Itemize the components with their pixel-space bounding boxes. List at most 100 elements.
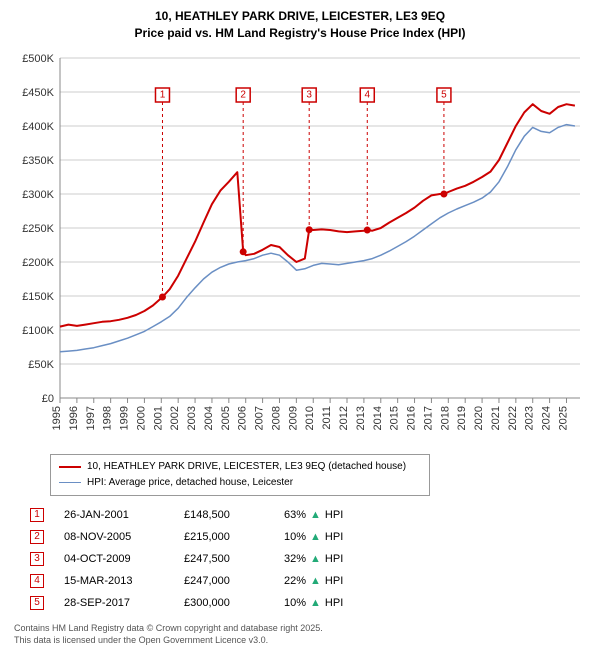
x-tick-label: 2014 xyxy=(372,406,384,430)
transaction-date: 08-NOV-2005 xyxy=(64,531,164,543)
transaction-date: 04-OCT-2009 xyxy=(64,553,164,565)
y-tick-label: £100K xyxy=(22,325,54,337)
transaction-hpi: 10%▲HPI xyxy=(284,597,374,609)
sale-marker-dot xyxy=(306,226,313,233)
x-tick-label: 2009 xyxy=(287,406,299,430)
x-tick-label: 2011 xyxy=(321,406,333,430)
x-tick-label: 1999 xyxy=(119,406,131,430)
transaction-row: 304-OCT-2009£247,50032%▲HPI xyxy=(30,548,590,570)
transaction-marker: 1 xyxy=(30,508,44,522)
title-line-1: 10, HEATHLEY PARK DRIVE, LEICESTER, LE3 … xyxy=(10,8,590,25)
transaction-date: 28-SEP-2017 xyxy=(64,597,164,609)
y-tick-label: £400K xyxy=(22,121,54,133)
x-tick-label: 2000 xyxy=(135,406,147,430)
x-tick-label: 2006 xyxy=(237,406,249,430)
x-tick-label: 2025 xyxy=(557,406,569,430)
transactions-table: 126-JAN-2001£148,50063%▲HPI208-NOV-2005£… xyxy=(30,504,590,614)
y-tick-label: £250K xyxy=(22,223,54,235)
transaction-row: 4 15-MAR-2013 £247,000 22%▲HPI xyxy=(30,570,590,592)
sale-marker-dot xyxy=(159,293,166,300)
sale-marker-dot xyxy=(240,248,247,255)
x-tick-label: 2023 xyxy=(524,406,536,430)
hpi-suffix: HPI xyxy=(325,509,343,521)
y-tick-label: £300K xyxy=(22,189,54,201)
x-tick-label: 2019 xyxy=(456,406,468,430)
sale-marker-number: 3 xyxy=(306,89,312,100)
arrow-up-icon: ▲ xyxy=(310,509,321,521)
x-tick-label: 2004 xyxy=(203,406,215,430)
footer: Contains HM Land Registry data © Crown c… xyxy=(10,622,590,647)
x-tick-label: 2010 xyxy=(304,406,316,430)
x-tick-label: 2018 xyxy=(439,406,451,430)
x-tick-label: 2017 xyxy=(422,406,434,430)
transaction-price: £215,000 xyxy=(184,531,264,543)
footer-line-2: This data is licensed under the Open Gov… xyxy=(14,634,590,647)
sale-marker-number: 4 xyxy=(364,89,370,100)
transaction-price: £247,000 xyxy=(184,575,264,587)
y-tick-label: £150K xyxy=(22,291,54,303)
y-tick-label: £500K xyxy=(22,53,54,65)
legend-label: 10, HEATHLEY PARK DRIVE, LEICESTER, LE3 … xyxy=(87,459,406,475)
root: 10, HEATHLEY PARK DRIVE, LEICESTER, LE3 … xyxy=(0,0,600,655)
transaction-row: 528-SEP-2017£300,00010%▲HPI xyxy=(30,592,590,614)
hpi-percent: 32% xyxy=(284,553,306,565)
sale-marker-number: 5 xyxy=(441,89,447,100)
y-tick-label: £450K xyxy=(22,87,54,99)
transaction-marker: 5 xyxy=(30,596,44,610)
transaction-hpi: 32% ▲ HPI xyxy=(284,553,374,565)
legend-row: 10, HEATHLEY PARK DRIVE, LEICESTER, LE3 … xyxy=(59,459,421,475)
x-tick-label: 2001 xyxy=(152,406,164,430)
arrow-up-icon: ▲ xyxy=(310,531,321,543)
hpi-suffix: HPI xyxy=(325,553,343,565)
transaction-hpi: 63% ▲ HPI xyxy=(284,509,374,521)
transaction-hpi: 22%▲HPI xyxy=(284,575,374,587)
x-tick-label: 1998 xyxy=(102,406,114,430)
series-hpi xyxy=(60,124,575,351)
hpi-percent: 10% xyxy=(284,531,306,543)
transaction-hpi: 10% ▲ HPI xyxy=(284,531,374,543)
footer-line-1: Contains HM Land Registry data © Crown c… xyxy=(14,622,590,635)
x-tick-label: 2016 xyxy=(406,406,418,430)
y-tick-label: £350K xyxy=(22,155,54,167)
chart: £0£50K£100K£150K£200K£250K£300K£350K£400… xyxy=(10,48,590,448)
x-tick-label: 2013 xyxy=(355,406,367,430)
x-tick-label: 2005 xyxy=(220,406,232,430)
transaction-date: 26-JAN-2001 xyxy=(64,509,164,521)
chart-svg: £0£50K£100K£150K£200K£250K£300K£350K£400… xyxy=(10,48,590,448)
transaction-row: 2 08-NOV-2005 £215,000 10% ▲ HPI xyxy=(30,526,590,548)
hpi-percent: 63% xyxy=(284,509,306,521)
arrow-up-icon: ▲ xyxy=(310,597,321,609)
hpi-suffix: HPI xyxy=(325,575,343,587)
series-price_paid xyxy=(60,104,575,326)
transaction-date: 15-MAR-2013 xyxy=(64,575,164,587)
legend-swatch xyxy=(59,466,81,468)
sale-marker-dot xyxy=(364,226,371,233)
x-tick-label: 2022 xyxy=(507,406,519,430)
hpi-suffix: HPI xyxy=(325,531,343,543)
title-line-2: Price paid vs. HM Land Registry's House … xyxy=(10,25,590,42)
hpi-percent: 22% xyxy=(284,575,306,587)
x-tick-label: 2007 xyxy=(254,406,266,430)
x-tick-label: 1996 xyxy=(68,406,80,430)
x-tick-label: 2024 xyxy=(541,406,553,430)
chart-title: 10, HEATHLEY PARK DRIVE, LEICESTER, LE3 … xyxy=(10,8,590,42)
x-tick-label: 2002 xyxy=(169,406,181,430)
x-tick-label: 2008 xyxy=(270,406,282,430)
arrow-up-icon: ▲ xyxy=(310,553,321,565)
legend-row: HPI: Average price, detached house, Leic… xyxy=(59,475,421,491)
legend-swatch xyxy=(59,482,81,484)
x-tick-label: 1995 xyxy=(51,406,63,430)
sale-marker-number: 1 xyxy=(160,89,166,100)
transaction-price: £300,000 xyxy=(184,597,264,609)
transaction-price: £247,500 xyxy=(184,553,264,565)
transaction-marker: 2 xyxy=(30,530,44,544)
x-tick-label: 2021 xyxy=(490,406,502,430)
x-tick-label: 2015 xyxy=(389,406,401,430)
legend-label: HPI: Average price, detached house, Leic… xyxy=(87,475,293,491)
x-tick-label: 2003 xyxy=(186,406,198,430)
x-tick-label: 1997 xyxy=(85,406,97,430)
transaction-marker: 4 xyxy=(30,574,44,588)
x-tick-label: 2020 xyxy=(473,406,485,430)
hpi-suffix: HPI xyxy=(325,597,343,609)
y-tick-label: £50K xyxy=(28,359,54,371)
